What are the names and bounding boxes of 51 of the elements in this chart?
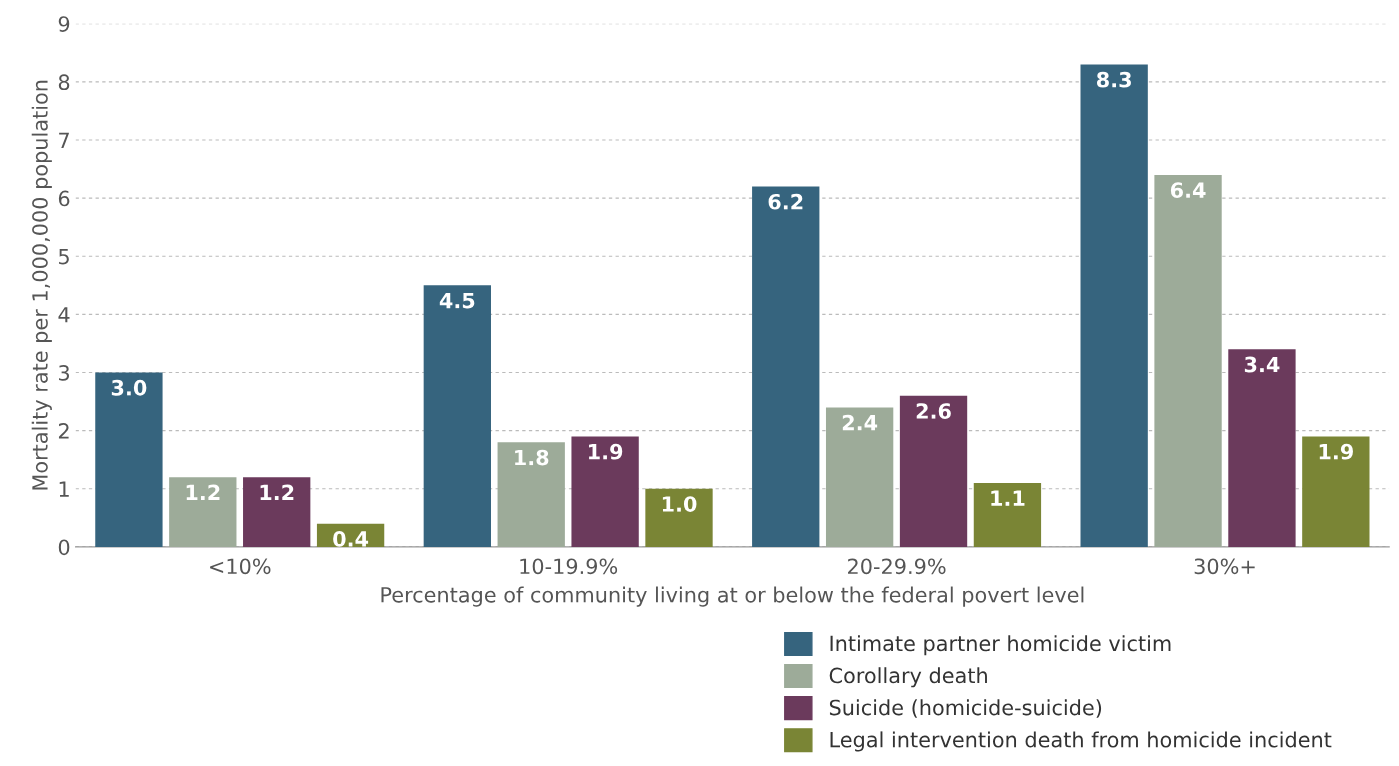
data-label: 1.9 [1319,443,1353,460]
y-axis-title: Mortality rate per 1,000,000 population [31,80,52,490]
data-label: 1.9 [589,443,623,460]
y-tick-label: 4 [58,307,70,323]
x-tick-label: 20-29.9% [848,558,946,575]
bar [95,372,163,547]
data-label: 3.4 [1244,356,1280,373]
x-axis-title: Percentage of community living at or below the federal povert level [381,586,1084,607]
bar [1228,349,1296,547]
legend-label: Suicide (homicide-suicide) [829,699,1102,718]
y-tick-label: 8 [58,74,70,91]
y-tick-label: 6 [58,190,70,207]
bar [423,285,491,547]
data-label: 1.2 [260,484,294,500]
data-label: 6.4 [1170,182,1206,198]
legend-label: Corollary death [829,667,987,688]
data-label: 8.3 [1096,71,1131,88]
y-tick-label: 0 [58,539,70,556]
bar [169,477,237,547]
bar [825,407,894,547]
y-tick-label: 5 [59,249,69,265]
bar [899,395,968,547]
data-label: 1.1 [991,490,1025,506]
bar [752,186,820,547]
y-tick-label: 7 [59,132,69,148]
y-tick-label: 1 [59,481,69,497]
bar [645,488,713,547]
y-tick-label: 2 [58,423,69,439]
data-label: 1.8 [515,449,549,466]
x-tick-label: <10% [210,558,271,575]
legend-label: Intimate partner homicide victim [830,635,1171,656]
data-label: 0.4 [333,531,369,547]
data-label: 3.0 [111,379,147,396]
x-tick-label: 10-19.9% [520,558,618,575]
bar [1302,436,1370,547]
data-label: 4.5 [439,292,475,309]
bar [497,442,565,547]
bar [571,436,639,547]
bar [1080,64,1148,547]
bar [243,477,311,547]
bar [1154,174,1222,547]
data-label: 2.6 [916,403,951,419]
data-label: 1.2 [186,484,220,500]
y-tick-label: 3 [59,364,70,381]
data-label: 6.2 [768,193,803,210]
data-label: 2.4 [842,414,878,431]
y-tick-label: 9 [58,16,70,32]
x-tick-label: 30%+ [1194,558,1255,575]
legend-label: Legal intervention death from homicide incident [830,731,1332,752]
data-label: 1.0 [662,496,697,512]
bar [973,482,1042,547]
